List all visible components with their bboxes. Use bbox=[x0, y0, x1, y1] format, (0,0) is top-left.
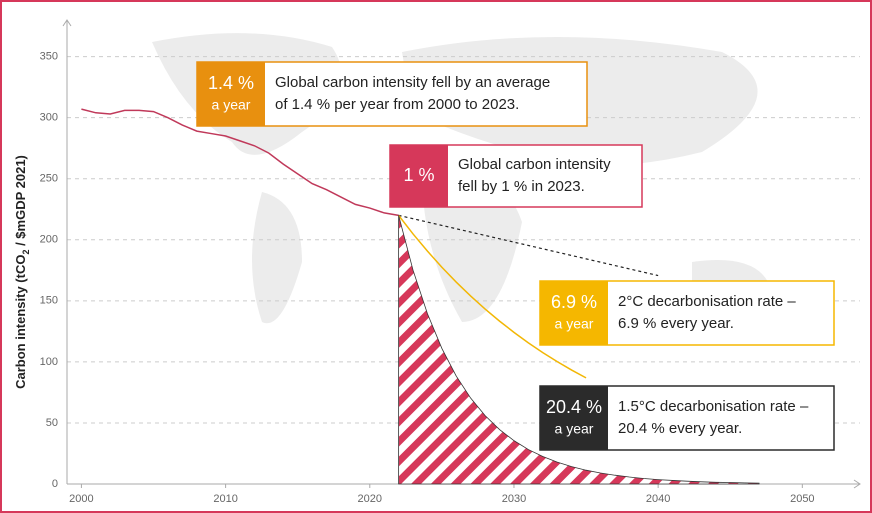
annotation-badge bbox=[197, 62, 265, 126]
annotation-text: 2°C decarbonisation rate – bbox=[618, 293, 796, 310]
y-tick-label: 300 bbox=[40, 112, 58, 124]
annotation-text: of 1.4 % per year from 2000 to 2023. bbox=[275, 96, 519, 113]
x-tick-label: 2000 bbox=[69, 493, 93, 505]
line bbox=[398, 214, 587, 379]
x-tick-label: 2050 bbox=[790, 493, 814, 505]
y-tick-label: 200 bbox=[40, 234, 58, 246]
badge-text: a year bbox=[555, 316, 594, 332]
y-label-part: Carbon intensity (tCO bbox=[13, 255, 28, 389]
annotation-text: fell by 1 % in 2023. bbox=[458, 178, 585, 195]
badge-text: 1 % bbox=[403, 165, 434, 185]
y-tick-label: 0 bbox=[52, 478, 58, 490]
line bbox=[81, 108, 399, 217]
annotation-text: Global carbon intensity bbox=[458, 156, 611, 173]
annotation-text: 20.4 % every year. bbox=[618, 420, 742, 437]
y-tick-label: 50 bbox=[46, 417, 58, 429]
badge-text: 20.4 % bbox=[546, 397, 602, 417]
annotation-badge bbox=[540, 281, 608, 345]
y-label-part: / $mGDP 2021) bbox=[13, 155, 28, 249]
x-tick-label: 2040 bbox=[646, 493, 670, 505]
y-tick-label: 350 bbox=[40, 51, 58, 63]
x-tick-label: 2010 bbox=[213, 493, 237, 505]
x-tick-label: 2020 bbox=[358, 493, 382, 505]
y-axis bbox=[62, 19, 72, 484]
annotation-badge bbox=[390, 145, 448, 207]
line bbox=[398, 214, 659, 277]
y-tick-label: 250 bbox=[40, 173, 58, 185]
hatched-area bbox=[398, 215, 760, 485]
badge-text: 6.9 % bbox=[551, 292, 597, 312]
y-axis-label: Carbon intensity (tCO2 / $mGDP 2021) bbox=[13, 155, 31, 389]
annotation-text: 1.5°C decarbonisation rate – bbox=[618, 398, 809, 415]
y-label-part: 2 bbox=[21, 250, 31, 255]
annotation-text: 6.9 % every year. bbox=[618, 315, 734, 332]
badge-text: 1.4 % bbox=[208, 73, 254, 93]
x-tick-label: 2030 bbox=[502, 493, 526, 505]
annotation-text: Global carbon intensity fell by an avera… bbox=[275, 74, 550, 91]
y-tick-label: 100 bbox=[40, 356, 58, 368]
annotation-badge bbox=[540, 386, 608, 450]
y-tick-label: 150 bbox=[40, 295, 58, 307]
badge-text: a year bbox=[555, 421, 594, 437]
badge-text: a year bbox=[212, 97, 251, 113]
